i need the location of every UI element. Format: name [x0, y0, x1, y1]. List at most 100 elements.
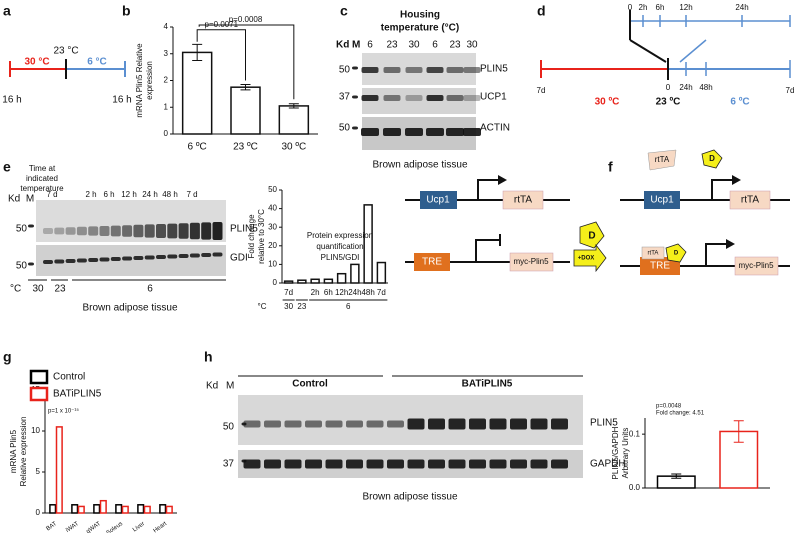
label: D [709, 154, 715, 163]
label: +DOX [578, 256, 595, 262]
legend-swatch [29, 369, 49, 385]
label: mRNA Plin5 [9, 429, 18, 473]
blot-band [133, 224, 144, 238]
blot-band [366, 459, 384, 469]
label: 23 [54, 284, 66, 295]
label: PLIN5 [230, 224, 258, 235]
label: Brown adipose tissue [82, 303, 177, 314]
label: M [352, 40, 360, 51]
label: b [122, 3, 131, 19]
label: D [588, 231, 595, 242]
blot-band [43, 260, 53, 264]
label: 2 [164, 76, 169, 85]
blot-band [110, 225, 121, 237]
bar [143, 505, 151, 514]
blot-band [264, 420, 281, 428]
blot-band [446, 95, 464, 101]
blot-band [122, 225, 133, 237]
label: 48h [699, 83, 712, 92]
blot-band [510, 459, 527, 469]
label: 30 [284, 302, 293, 311]
label: 12h [679, 3, 692, 12]
blot-band [28, 224, 34, 228]
label: quantification [316, 242, 363, 251]
error-bar [733, 420, 744, 443]
label: 50 [223, 422, 235, 433]
blot-band [201, 253, 212, 257]
label: TRE [422, 257, 442, 268]
label: 30 [408, 40, 420, 51]
blot-band [346, 420, 363, 428]
label: 24h [679, 83, 692, 92]
label: 23 [449, 40, 461, 51]
label: 30 [268, 222, 277, 231]
blot-band [243, 459, 261, 469]
blot-band [407, 418, 425, 430]
blot-band [387, 459, 404, 469]
bar [49, 504, 57, 514]
blot-band [361, 67, 379, 73]
label: g [3, 349, 12, 365]
label: 7d [786, 86, 795, 95]
bracket [196, 29, 246, 81]
blot-band [352, 95, 358, 99]
blot-band [144, 224, 155, 238]
label: 1 [164, 102, 169, 111]
label: mRNA Plin5 Relative [135, 43, 144, 118]
blot-band [167, 254, 178, 259]
label: 7d [284, 288, 293, 297]
blot-band [469, 459, 486, 469]
label: 0 [666, 83, 671, 92]
label: p=0.0048 [656, 404, 682, 410]
label: 50 [16, 224, 28, 235]
blot-band [463, 67, 481, 73]
blot-band [43, 228, 53, 234]
blot-band [426, 95, 444, 101]
label: e [3, 159, 11, 175]
label: 6 ºC [730, 97, 749, 108]
blot-band [212, 222, 223, 240]
blot-band [110, 257, 121, 261]
label: 50 [339, 123, 351, 134]
label: ACTIN [480, 123, 510, 134]
label: temperature (°C) [381, 23, 459, 34]
label: 6 [367, 40, 373, 51]
label: 6 ºC [188, 142, 207, 153]
blot-band [448, 418, 466, 430]
blot-band [489, 459, 507, 469]
bar [99, 499, 107, 514]
bar [137, 504, 145, 514]
label: 12 h [121, 190, 137, 199]
blot-band [54, 259, 65, 264]
bar [297, 279, 307, 284]
label: 6h [324, 288, 333, 297]
label: relative to 30°C [257, 209, 266, 264]
bar [336, 272, 347, 284]
label: GDI [230, 253, 248, 264]
label: PLIN5 [590, 418, 618, 429]
blot-band [489, 418, 507, 430]
label: gWAT [86, 521, 103, 533]
blot-band [156, 224, 166, 238]
label: Heart [153, 521, 169, 533]
label: PLIN5 [480, 64, 508, 75]
label: p=0.0008 [229, 15, 263, 24]
blot-band [76, 258, 87, 263]
blot-band [387, 420, 404, 428]
label: 40 [268, 204, 277, 213]
blot-band [212, 252, 223, 257]
blot-band [241, 459, 247, 463]
blot-band [76, 226, 87, 236]
error-bar [192, 43, 203, 61]
label: Fold change: 4.51 [656, 411, 705, 417]
blot-band [65, 227, 76, 235]
label: Housing [400, 10, 440, 21]
label: UCP1 [480, 92, 507, 103]
blot-band [243, 420, 261, 428]
label: p=1 x 10⁻¹⁵ [48, 408, 79, 415]
bar [363, 204, 373, 284]
blot-band [383, 128, 401, 136]
blot-band [305, 459, 322, 469]
blot-band [54, 227, 65, 235]
label: Protein expression [307, 231, 373, 240]
